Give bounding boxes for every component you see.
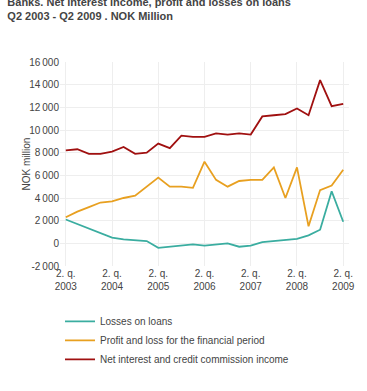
svg-text:0: 0 xyxy=(53,238,59,249)
svg-text:2. q.2007: 2. q.2007 xyxy=(240,268,263,292)
svg-text:4 000: 4 000 xyxy=(35,193,60,204)
svg-text:10 000: 10 000 xyxy=(29,125,59,136)
svg-text:16 000: 16 000 xyxy=(29,57,59,68)
svg-text:Losses on loans: Losses on loans xyxy=(100,316,172,327)
svg-text:2. q.2006: 2. q.2006 xyxy=(193,268,216,292)
svg-text:2. q.2009: 2. q.2009 xyxy=(332,268,355,292)
svg-text:14 000: 14 000 xyxy=(29,79,59,90)
svg-text:2. q.2008: 2. q.2008 xyxy=(286,268,309,292)
svg-text:-2 000: -2 000 xyxy=(31,261,59,272)
svg-text:6 000: 6 000 xyxy=(35,170,60,181)
svg-text:2. q.2003: 2. q.2003 xyxy=(55,268,78,292)
svg-text:2. q.2004: 2. q.2004 xyxy=(101,268,124,292)
svg-text:NOK million: NOK million xyxy=(21,138,32,191)
svg-text:Net interest and credit commis: Net interest and credit commission incom… xyxy=(100,354,289,365)
svg-text:12 000: 12 000 xyxy=(29,102,59,113)
svg-text:Banks. Net interest income, pr: Banks. Net interest income, profit and l… xyxy=(7,0,291,22)
svg-text:8 000: 8 000 xyxy=(35,147,60,158)
svg-text:2. q.2005: 2. q.2005 xyxy=(147,268,170,292)
svg-text:Profit and loss for the financ: Profit and loss for the financial period xyxy=(100,335,265,346)
svg-text:2 000: 2 000 xyxy=(35,215,60,226)
